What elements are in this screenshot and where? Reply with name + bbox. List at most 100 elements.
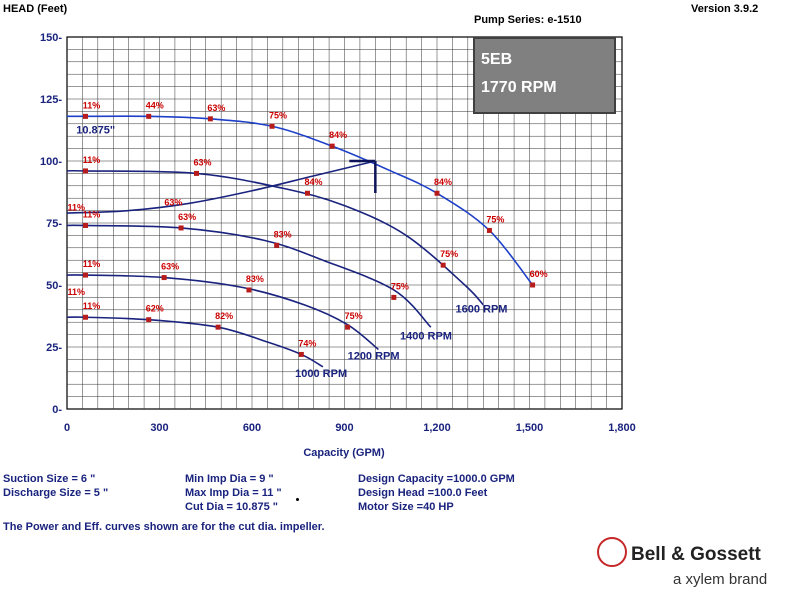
efficiency-label: 63%	[193, 157, 211, 167]
design-point-marker	[349, 159, 377, 193]
efficiency-label: 11%	[83, 155, 101, 165]
grid-lines	[67, 37, 622, 409]
efficiency-point	[440, 262, 446, 268]
efficiency-point	[329, 143, 335, 149]
pump-series-label: Pump Series: e-1510	[474, 14, 582, 26]
efficiency-label: 75%	[269, 110, 287, 120]
curve-annotation: 1400 RPM	[400, 331, 452, 343]
efficiency-point	[83, 113, 88, 119]
efficiency-point	[486, 227, 492, 233]
motor-size: Motor Size =40 HP	[358, 501, 454, 513]
efficiency-label: 11%	[83, 209, 101, 219]
efficiency-point	[298, 351, 304, 357]
design-capacity: Design Capacity =1000.0 GPM	[358, 473, 515, 485]
efficiency-point	[207, 116, 213, 122]
y-tick-label: 50-	[46, 280, 62, 292]
model-box: 5EB 1770 RPM	[473, 37, 616, 114]
efficiency-point	[146, 317, 152, 323]
efficiency-label: 84%	[434, 177, 452, 187]
efficiency-point	[161, 275, 167, 281]
efficiency-label: 63%	[207, 103, 225, 113]
efficiency-label: 82%	[215, 311, 233, 321]
curve-10-875-	[67, 115, 534, 286]
efficiency-point	[269, 123, 275, 129]
max-imp-dia: Max Imp Dia = 11 "	[185, 487, 282, 499]
footer-note: The Power and Eff. curves shown are for …	[3, 521, 325, 533]
y-tick-label: 125-	[40, 94, 62, 106]
efficiency-label: 44%	[146, 100, 164, 110]
y-tick-label: 75-	[46, 218, 62, 230]
y-axis-title: HEAD (Feet)	[3, 3, 68, 15]
efficiency-label: 75%	[391, 281, 409, 291]
efficiency-point	[246, 287, 252, 293]
efficiency-point	[83, 314, 88, 320]
efficiency-point	[345, 324, 351, 330]
efficiency-point	[83, 222, 88, 228]
efficiency-label: 84%	[304, 177, 322, 187]
model-box-bg	[473, 37, 616, 114]
efficiency-label: 83%	[274, 229, 292, 239]
brand-name: Bell & Gossett	[631, 544, 761, 565]
efficiency-label: 60%	[530, 269, 548, 279]
efficiency-label: 75%	[440, 249, 458, 259]
efficiency-point	[215, 324, 221, 330]
efficiency-label: 11%	[83, 259, 101, 269]
curve-annotation: 1200 RPM	[348, 350, 400, 362]
x-tick-label: 1,200	[423, 422, 451, 434]
efficiency-point	[83, 272, 88, 278]
efficiency-label: 75%	[345, 311, 363, 321]
efficiency-label: 11%	[83, 100, 101, 110]
efficiency-point	[391, 294, 397, 300]
y-tick-label: 150-	[40, 32, 62, 44]
y-tick-label: 100-	[40, 156, 62, 168]
version-label: Version 3.9.2	[691, 3, 759, 15]
efficiency-label: 62%	[146, 304, 164, 314]
efficiency-labels: 11% 44% 63% 75% 84% 84% 75% 60% 11% 63% 84% 75% 11% 6…	[83, 100, 548, 348]
x-tick-label: 0	[64, 422, 70, 434]
efficiency-label: 75%	[486, 214, 504, 224]
curve-annotation: 10.875"	[76, 125, 115, 137]
bell-gossett-logo-icon	[597, 537, 627, 567]
suction-size: Suction Size = 6 "	[3, 473, 96, 485]
x-tick-label: 900	[335, 422, 353, 434]
efficiency-label: 83%	[246, 274, 264, 284]
brand-subtitle: a xylem brand	[673, 571, 768, 588]
axis-ticks: 0- 25- 50- 75- 100- 125- 150- 0 300 600 900 1,200 1,…	[40, 32, 636, 434]
efficiency-label: 74%	[298, 338, 316, 348]
cut-dia: Cut Dia = 10.875 "	[185, 501, 278, 513]
pump-curve-chart: 0- 25- 50- 75- 100- 125- 150- 0 300 600 900 1,200 1,…	[40, 32, 636, 459]
x-tick-label: 600	[243, 422, 261, 434]
efficiency-label: 11%	[83, 301, 101, 311]
efficiency-point	[305, 190, 310, 196]
efficiency-point	[83, 168, 88, 174]
efficiency-label: 63%	[178, 212, 196, 222]
min-imp-dia: Min Imp Dia = 9 "	[185, 473, 274, 485]
model-label: 5EB	[481, 51, 512, 68]
efficiency-point	[434, 190, 440, 196]
curve-system-curve	[66, 160, 376, 214]
efficiency-label: 63%	[161, 262, 179, 272]
curve-annotation: 63%	[164, 198, 182, 208]
dot-mark	[296, 498, 299, 501]
design-head: Design Head =100.0 Feet	[358, 487, 488, 499]
model-rpm-label: 1770 RPM	[481, 79, 557, 96]
x-tick-label: 1,500	[516, 422, 544, 434]
efficiency-point	[178, 225, 184, 231]
y-tick-label: 0-	[52, 404, 62, 416]
discharge-size: Discharge Size = 5 "	[3, 487, 109, 499]
curve-annotation: 11%	[67, 203, 85, 213]
efficiency-label: 84%	[329, 130, 347, 140]
efficiency-point	[274, 242, 280, 248]
x-tick-label: 1,800	[608, 422, 636, 434]
y-tick-label: 25-	[46, 342, 62, 354]
efficiency-point	[530, 282, 536, 288]
curve-annotation: 1600 RPM	[456, 303, 508, 315]
x-axis-label: Capacity (GPM)	[303, 447, 385, 459]
efficiency-point	[194, 170, 199, 176]
curve-annotation: 11%	[67, 287, 85, 297]
efficiency-markers	[83, 113, 536, 357]
curve-annotation: 1000 RPM	[295, 368, 347, 380]
x-tick-label: 300	[150, 422, 168, 434]
efficiency-point	[146, 113, 152, 119]
